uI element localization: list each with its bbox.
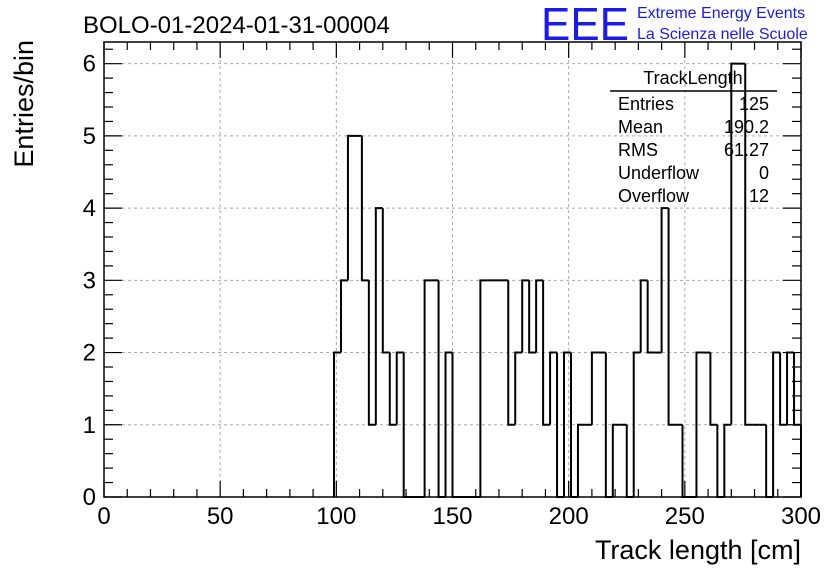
histogram-bin	[528, 280, 537, 354]
y-tick-label: 3	[83, 267, 96, 294]
x-tick-label: 200	[549, 503, 589, 530]
histogram-bin	[695, 351, 704, 497]
histogram-layer	[333, 62, 802, 498]
histogram-bin	[549, 351, 558, 425]
stats-row-value: 190.2	[724, 117, 769, 137]
y-tick-label: 4	[83, 195, 96, 222]
histogram-bin	[374, 207, 383, 425]
stats-row-label: Underflow	[618, 163, 700, 183]
histogram-bin	[535, 279, 544, 353]
histogram-bin	[507, 280, 516, 426]
histogram-bin	[590, 351, 599, 425]
y-tick-label: 6	[83, 51, 96, 78]
stats-row-label: Overflow	[618, 186, 690, 206]
histogram-bin	[444, 351, 453, 497]
eee-logo: EEE Extreme Energy Events La Scienza nel…	[541, 0, 808, 50]
histogram-bin	[716, 424, 725, 498]
histogram-bin	[360, 135, 369, 282]
histogram-bin	[793, 352, 801, 426]
histogram-bin	[646, 280, 655, 354]
axis-layer	[103, 41, 802, 498]
histogram-bin	[423, 279, 432, 497]
run-title: BOLO-01-2024-01-31-00004	[83, 12, 390, 39]
histogram-bin	[765, 424, 774, 498]
histogram-bin	[576, 423, 585, 497]
eee-logo-mark: EEE	[541, 0, 629, 50]
histogram-bin	[709, 352, 718, 426]
histogram-bin	[346, 134, 355, 281]
stats-row-value: 61.27	[724, 140, 769, 160]
stats-row-label: RMS	[618, 140, 658, 160]
histogram-bin	[730, 62, 739, 425]
y-axis-label: Entries/bin	[9, 40, 39, 168]
histogram-bin	[667, 208, 676, 426]
histogram-bin	[723, 423, 732, 497]
eee-logo-line2: La Scienza nelle Scuole	[637, 26, 808, 43]
y-tick-label: 0	[83, 484, 96, 511]
histogram-bin	[479, 279, 488, 497]
y-tick-label: 2	[83, 340, 96, 367]
stats-row-value: 125	[739, 94, 769, 114]
stats-box-title: TrackLength	[643, 68, 742, 88]
x-tick-label: 0	[97, 503, 110, 530]
histogram-bin	[388, 352, 397, 426]
x-tick-label: 150	[432, 503, 472, 530]
histogram-bin	[514, 351, 523, 425]
histogram-bin	[779, 352, 788, 426]
stats-rows: Entries 125 Mean 190.2 RMS 61.27 Underflow 0 Ove…	[618, 94, 769, 206]
stats-row-label: Mean	[618, 117, 663, 137]
histogram-bin	[563, 351, 571, 497]
x-axis-label: Track length [cm]	[595, 535, 801, 565]
stats-row-label: Entries	[618, 94, 674, 114]
histogram-bin	[744, 63, 753, 426]
stats-box: TrackLength Entries 125 Mean 190.2 RMS 61.27 U…	[610, 68, 777, 206]
histogram-bin	[632, 351, 641, 497]
x-tick-label: 300	[781, 503, 821, 530]
y-tick-label: 1	[83, 412, 96, 439]
stats-row-value: 12	[749, 186, 769, 206]
histogram-bin	[381, 208, 390, 354]
eee-logo-line1: Extreme Energy Events	[637, 5, 805, 22]
histogram-bin	[367, 280, 376, 426]
histogram-bin	[639, 279, 648, 353]
stats-row-value: 0	[759, 163, 769, 183]
histogram-bin	[542, 280, 551, 426]
histogram-bin	[786, 351, 795, 425]
histogram-bin	[395, 351, 404, 425]
y-tick-label: 5	[83, 123, 96, 150]
histogram-bin	[339, 279, 348, 353]
histogram-bin	[660, 207, 669, 353]
x-tick-label: 100	[316, 503, 356, 530]
histogram-bin	[625, 424, 634, 498]
histogram-bin	[521, 279, 530, 353]
histogram-bin	[437, 280, 446, 498]
histogram-bin	[611, 423, 620, 497]
histogram-bin	[772, 351, 781, 497]
x-tick-label: 50	[207, 503, 234, 530]
histogram-bin	[333, 351, 341, 497]
histogram-bin	[681, 424, 690, 498]
x-tick-label: 250	[665, 503, 705, 530]
